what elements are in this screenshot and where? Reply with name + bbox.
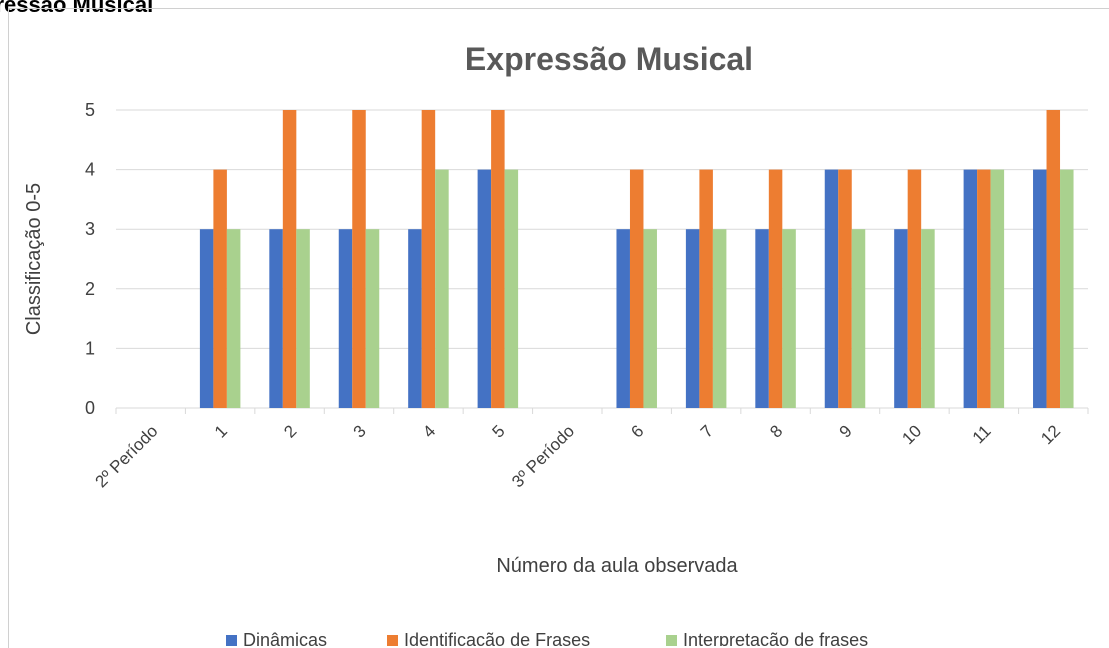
- bar-dinamicas: [963, 169, 978, 408]
- y-tick-labels: 0 1 2 3 4 5: [85, 100, 95, 418]
- x-tick-label: 8: [766, 421, 786, 441]
- bar-dinamicas: [894, 229, 908, 408]
- bar-identificacao: [421, 110, 436, 408]
- x-tick-label: 6: [627, 421, 647, 441]
- legend-label: Interpretação de frases: [683, 630, 868, 646]
- chart-title: Expressão Musical: [465, 41, 753, 77]
- x-tick-label: 5: [489, 421, 509, 441]
- bar-interpretacao: [365, 229, 380, 408]
- y-tick-label: 4: [85, 160, 95, 180]
- bar-interpretacao: [435, 169, 449, 408]
- bar-identificacao: [629, 169, 644, 408]
- bar-identificacao: [1046, 110, 1061, 408]
- bar-interpretacao: [504, 169, 519, 408]
- bar-interpretacao: [1060, 169, 1074, 408]
- bar-identificacao: [907, 169, 922, 408]
- x-tick-label: 11: [969, 421, 995, 447]
- bar-dinamicas: [199, 229, 214, 408]
- x-tick-label: 2º Período: [92, 421, 162, 491]
- x-tick-label: 7: [697, 421, 717, 441]
- x-axis-label: Número da aula observada: [496, 555, 738, 577]
- bar-dinamicas: [477, 169, 492, 408]
- legend: Dinâmicas Identificação de Frases Interpre…: [226, 630, 868, 646]
- legend-swatch: [387, 635, 398, 646]
- gridlines: [115, 109, 1089, 414]
- bar-dinamicas: [685, 229, 700, 408]
- bar-interpretacao: [921, 229, 935, 408]
- y-tick-label: 5: [85, 100, 95, 120]
- legend-label: Identificação de Frases: [404, 630, 590, 646]
- bar-interpretacao: [782, 229, 796, 408]
- bar-dinamicas: [616, 229, 630, 408]
- legend-label: Dinâmicas: [243, 630, 327, 646]
- bar-identificacao: [768, 169, 783, 408]
- bar-dinamicas: [408, 229, 422, 408]
- legend-swatch: [666, 635, 677, 646]
- x-tick-label: 2: [280, 421, 300, 441]
- bar-identificacao: [977, 169, 991, 408]
- x-tick-labels: 2º Período 1 2 3 4 5 3º Período 6 7 8 9 10 11 12: [92, 421, 1065, 491]
- x-tick-label: 4: [419, 421, 439, 441]
- x-tick-label: 10: [898, 421, 925, 448]
- bar-dinamicas: [755, 229, 769, 408]
- bars: [199, 110, 1074, 408]
- y-tick-label: 1: [85, 338, 95, 358]
- legend-swatch: [226, 635, 237, 646]
- bar-dinamicas: [338, 229, 353, 408]
- bar-interpretacao: [851, 229, 866, 408]
- x-tick-label: 3º Período: [508, 421, 578, 491]
- bar-identificacao: [699, 169, 713, 408]
- bar-identificacao: [282, 110, 297, 408]
- y-tick-label: 0: [85, 398, 95, 418]
- x-tick-label: 1: [211, 421, 231, 441]
- x-tick-label: 3: [350, 421, 370, 441]
- chart-frame: [8, 8, 1109, 648]
- bar-identificacao: [491, 110, 505, 408]
- bar-interpretacao: [712, 229, 727, 408]
- bar-dinamicas: [1033, 169, 1047, 408]
- x-tick-label: 12: [1037, 421, 1064, 448]
- x-tick-label: 9: [836, 421, 856, 441]
- y-tick-label: 3: [85, 219, 95, 239]
- bar-dinamicas: [824, 169, 839, 408]
- bar-identificacao: [838, 169, 852, 408]
- bar-interpretacao: [296, 229, 310, 408]
- y-axis-label: Classificação 0-5: [23, 183, 45, 335]
- bar-interpretacao: [643, 229, 657, 408]
- bar-interpretacao: [990, 169, 1005, 408]
- bar-identificacao: [213, 169, 227, 408]
- bar-identificacao: [352, 110, 366, 408]
- bar-interpretacao: [226, 229, 241, 408]
- y-tick-label: 2: [85, 279, 95, 299]
- bar-dinamicas: [269, 229, 283, 408]
